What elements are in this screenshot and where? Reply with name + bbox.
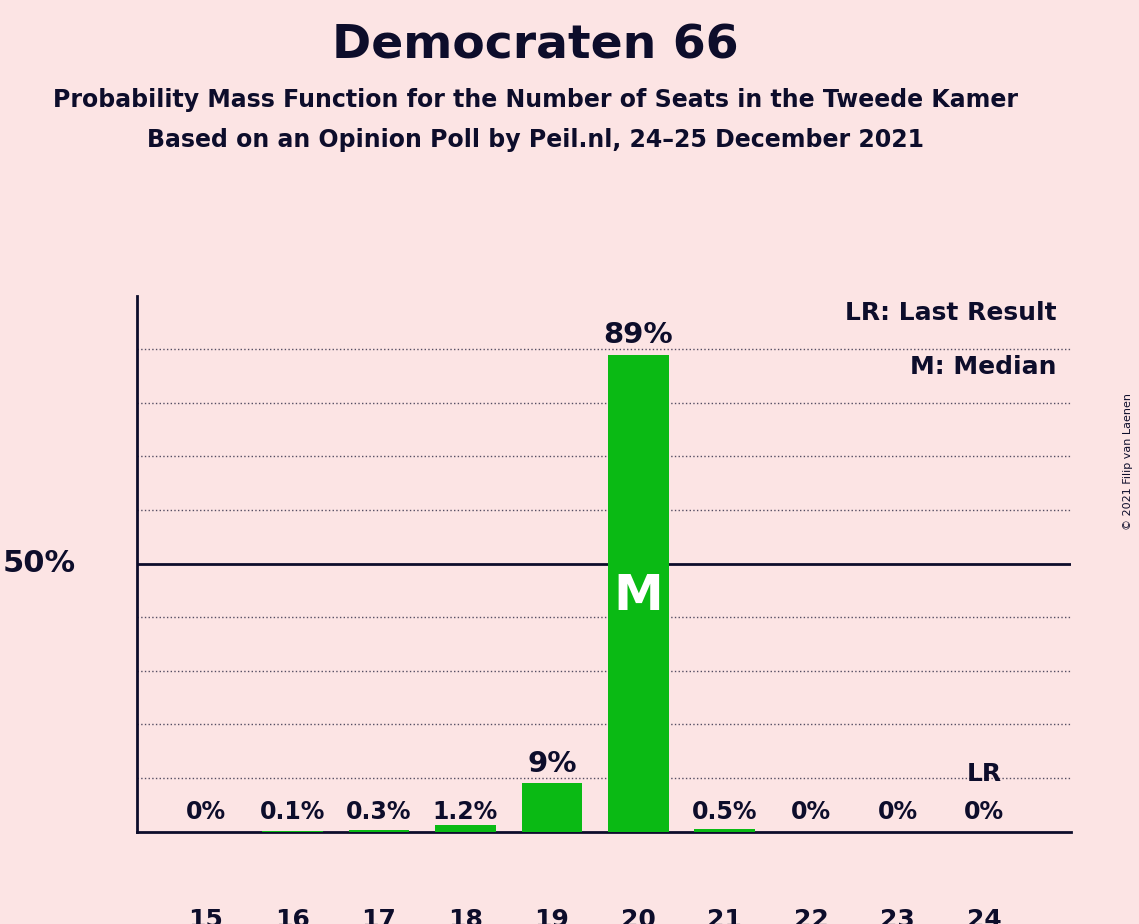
Text: 0.5%: 0.5% <box>693 799 757 823</box>
Text: 9%: 9% <box>527 750 576 778</box>
Bar <box>695 829 755 832</box>
Bar <box>435 825 495 832</box>
Text: 0%: 0% <box>186 799 226 823</box>
Text: M: Median: M: Median <box>910 355 1057 379</box>
Text: Probability Mass Function for the Number of Seats in the Tweede Kamer: Probability Mass Function for the Number… <box>52 88 1018 112</box>
Text: 0.3%: 0.3% <box>346 799 411 823</box>
Text: 50%: 50% <box>2 549 76 578</box>
Text: 0%: 0% <box>964 799 1005 823</box>
Text: 1.2%: 1.2% <box>433 799 498 823</box>
Text: 0%: 0% <box>792 799 831 823</box>
Text: Based on an Opinion Poll by Peil.nl, 24–25 December 2021: Based on an Opinion Poll by Peil.nl, 24–… <box>147 128 924 152</box>
Text: 89%: 89% <box>604 322 673 349</box>
Bar <box>522 784 582 832</box>
Text: LR: Last Result: LR: Last Result <box>845 301 1057 325</box>
Text: LR: LR <box>967 762 1001 786</box>
Text: 0%: 0% <box>878 799 918 823</box>
Bar <box>349 830 409 832</box>
Text: M: M <box>614 572 663 620</box>
Text: © 2021 Filip van Laenen: © 2021 Filip van Laenen <box>1123 394 1133 530</box>
Bar <box>608 355 669 832</box>
Text: Democraten 66: Democraten 66 <box>331 23 739 68</box>
Text: 0.1%: 0.1% <box>260 799 325 823</box>
